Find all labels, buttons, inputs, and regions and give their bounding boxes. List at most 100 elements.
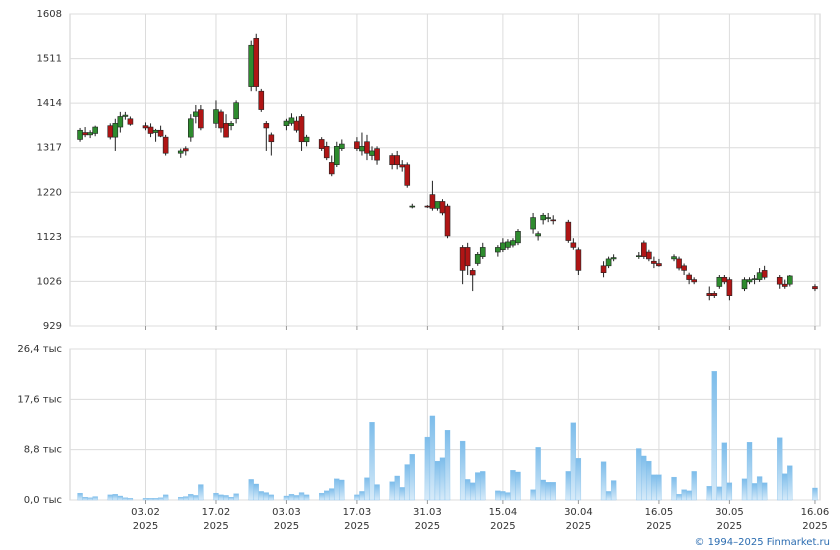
volume-bar [263,492,269,501]
candle-body [92,126,98,134]
volume-bar [565,471,571,501]
candle-body [223,123,229,138]
candle-body [328,162,335,175]
candle-body [605,258,612,267]
candle-body [464,247,471,267]
volume-bar [218,494,224,501]
volume-bar [399,487,405,501]
candle-body [510,240,516,246]
volume-bar [610,480,617,501]
volume-bar [152,498,159,501]
volume-bar [409,454,415,501]
volume-bar [545,482,551,501]
y-tick-label: 1220 [37,187,62,198]
volume-bar [505,492,511,501]
candle-body [117,116,124,128]
volume-bar [248,479,254,501]
volume-bar [706,486,712,501]
volume-bar [283,495,290,501]
volume-bar [686,490,692,501]
volume-bar [434,460,441,501]
candle-body [394,155,400,166]
candle-body [530,217,536,230]
volume-bar [319,492,325,501]
candle-body [575,249,582,271]
x-tick-label: 30.04 2025 [564,507,593,532]
volume-bar [147,498,154,501]
y-tick-label: 1123 [37,232,62,243]
volume-bar [178,496,184,501]
candle-body [354,141,360,149]
volume-bar [787,465,793,501]
volume-bar [339,479,345,501]
candle-body [122,114,129,117]
y-tick-label: 1026 [37,276,62,287]
volume-bar [303,494,310,501]
candle-body [651,260,657,264]
volume-bar [812,487,818,501]
volume-bar [293,495,300,501]
volume-bar [258,491,264,501]
candle-body [500,242,506,251]
volume-bar [162,494,169,501]
candle-body [545,217,551,219]
candle-body [812,286,818,290]
volume-bar [354,494,360,501]
volume-bar [424,436,431,501]
x-tick-label: 16.06 2025 [801,507,830,532]
volume-bar [228,496,234,501]
volume-bar [510,470,516,501]
candle-body [565,221,572,241]
volume-bar [404,464,410,501]
candle-body [479,247,486,257]
candle-body [228,123,234,126]
candle-body [434,201,441,209]
candle-body [676,258,682,269]
candle-body [318,139,325,149]
y-tick-label: 1608 [37,9,62,20]
candle-body [515,231,521,244]
volume-bar [465,479,471,501]
candle-body [233,102,239,120]
volume-bar [530,489,536,501]
candle-body [339,143,345,149]
volume-bar [107,494,113,501]
candle-body [781,283,788,287]
volume-bar [117,495,123,501]
volume-bar [746,442,753,501]
candle-body [404,164,411,186]
volume-bar [475,472,481,501]
candle-body [182,148,189,152]
candle-body [706,293,713,296]
volume-bar [656,474,662,501]
volume-bar [183,496,189,501]
candle-body [77,129,83,140]
volume-bar [87,497,93,501]
candle-body [218,111,224,129]
candle-body [646,251,652,260]
candle-body [364,141,370,154]
volume-bar [329,488,335,501]
candle-body [439,201,446,214]
volume-bar [711,371,717,501]
volume-bar [651,474,657,501]
volume-bar [495,490,501,501]
volume-bar [439,457,446,501]
candle-body [469,270,476,276]
candle-body [112,123,119,138]
volume-bar [782,473,788,501]
volume-bar [82,496,88,501]
volume-bar [334,478,340,501]
volume-bar [157,497,164,501]
candle-body [213,109,219,124]
candle-body [656,263,662,267]
candle-body [741,279,748,290]
volume-bar [122,497,129,501]
volume-bar [641,455,647,501]
candle-body [776,276,783,285]
candle-body [786,275,793,285]
volume-bar [691,471,697,501]
candle-body [550,219,557,222]
volume-bar [515,471,521,501]
candle-body [333,146,340,166]
